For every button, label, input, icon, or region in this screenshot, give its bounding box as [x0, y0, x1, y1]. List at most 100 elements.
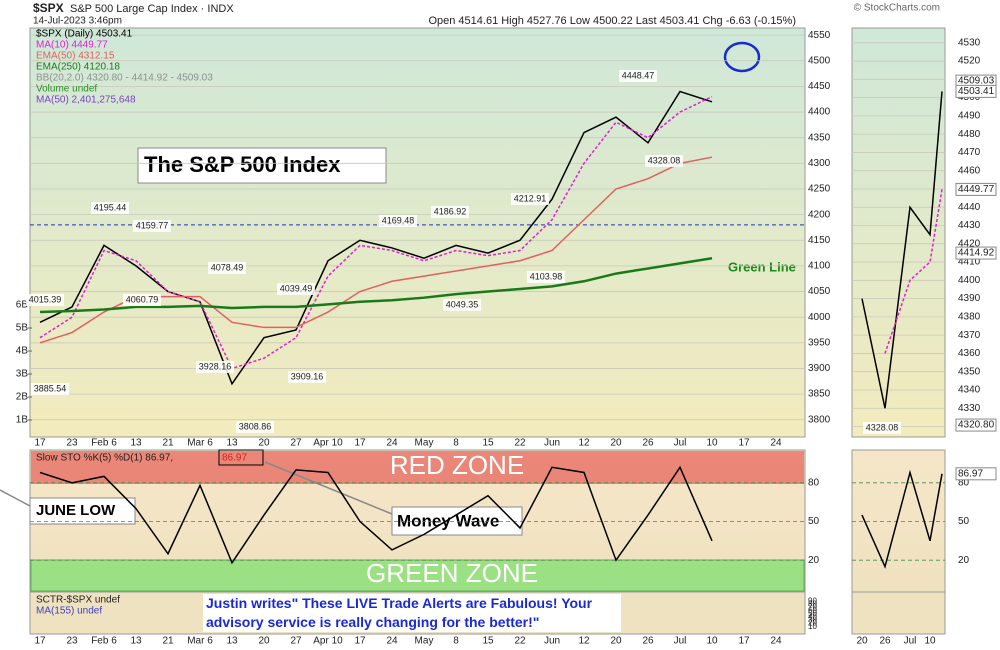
date: 14-Jul-2023 3:46pm	[33, 16, 122, 27]
x-tick-label: 24	[386, 438, 398, 449]
y-tick-label: 40	[808, 612, 817, 621]
x-tick-label: 17	[354, 438, 366, 449]
x-tick-label: 13	[130, 636, 142, 647]
chart-title: The S&P 500 Index	[144, 152, 341, 177]
x-tick-label: 8	[453, 438, 459, 449]
y-tick-label: 3900	[808, 363, 831, 374]
legend-entry: EMA(250) 4120.18	[36, 62, 120, 73]
x-tick-label: Mar 6	[187, 636, 213, 647]
level-label: 4414.92	[958, 248, 995, 259]
y-tick-label: 4490	[958, 111, 981, 122]
x-tick-label: 26	[879, 636, 891, 647]
level-box	[955, 182, 997, 196]
x-tick-label: Apr 10	[313, 636, 343, 647]
x-tick-label: Jun	[544, 636, 560, 647]
price-annotation: 3808.86	[239, 421, 272, 431]
annotation-box	[443, 299, 481, 311]
x-tick-label: 17	[34, 636, 46, 647]
arrow	[0, 489, 31, 507]
price-annotation: 3909.16	[291, 371, 324, 381]
note-box	[391, 506, 523, 536]
annotation-box	[208, 262, 246, 274]
annotation-box	[527, 271, 565, 283]
annotation-box	[511, 193, 549, 205]
level-box	[955, 246, 997, 260]
price-annotation: 4060.79	[126, 294, 159, 304]
x-tick-label: 12	[578, 636, 590, 647]
y-tick-label: 4250	[808, 184, 831, 195]
y-tick-label: 80	[808, 600, 817, 609]
x-tick-label: 21	[162, 636, 174, 647]
series-line	[861, 91, 943, 409]
annotation-box	[26, 294, 64, 306]
x-tick-label: 24	[770, 438, 782, 449]
annotation-box	[277, 283, 315, 295]
y-tick-label: 60	[808, 606, 817, 615]
green-zone	[30, 559, 805, 592]
x-tick-label: 23	[66, 636, 78, 647]
x-tick-label: Feb 6	[91, 636, 117, 647]
legend-entry: EMA(50) 4312.15	[36, 51, 115, 62]
y-tick-label: 4400	[808, 107, 831, 118]
price-annotation: 4328.08	[648, 155, 681, 165]
x-tick-label: 24	[386, 636, 398, 647]
price-annotation: 3928.16	[199, 361, 232, 371]
symbol-name: S&P 500 Large Cap Index · INDX	[70, 3, 234, 15]
x-tick-label: Mar 6	[187, 438, 213, 449]
symbol: $SPX	[33, 1, 64, 15]
y-tick-label: 90	[808, 596, 817, 605]
annotation-box	[863, 422, 901, 434]
y-tick-label: 4350	[808, 132, 831, 143]
side-panel	[851, 27, 946, 438]
annotation-box	[645, 155, 683, 167]
x-tick-label: 17	[34, 438, 46, 449]
value-box-text: 86.97	[222, 453, 247, 464]
price-annotation: 4212.91	[514, 193, 547, 203]
price-annotation: 4186.92	[434, 206, 467, 216]
level-box	[955, 84, 997, 98]
legend-entry: $SPX (Daily) 4503.41	[36, 29, 133, 40]
x-tick-label: 13	[226, 636, 238, 647]
y-tick-label: 4330	[958, 403, 981, 414]
y-tick-label: 80	[958, 477, 970, 488]
stoch-title: Slow STO %K(5) %D(1) 86.97,	[36, 453, 173, 464]
y-tick-label: 4150	[808, 235, 831, 246]
y2-tick-label: 4B	[16, 346, 29, 357]
y-tick-label: 4380	[958, 312, 981, 323]
level-label: 86.97	[958, 468, 983, 479]
side-stoch-panel	[851, 449, 946, 593]
x-tick-label: 24	[770, 636, 782, 647]
x-tick-label: 21	[162, 438, 174, 449]
note-box	[29, 497, 136, 525]
zone-label: RED ZONE	[390, 450, 524, 480]
x-tick-label: 15	[482, 636, 494, 647]
y-tick-label: 30	[808, 616, 817, 625]
sctr-legend: SCTR-$SPX undef	[36, 595, 120, 606]
x-tick-label: Jul	[674, 438, 687, 449]
x-tick-label: 20	[856, 636, 868, 647]
x-tick-label: May	[415, 636, 434, 647]
y-tick-label: 4500	[808, 55, 831, 66]
y-tick-label: 4450	[808, 81, 831, 92]
annotation-box	[196, 361, 234, 373]
x-tick-label: Jun	[544, 438, 560, 449]
line-label: Green Line	[728, 259, 796, 274]
legend-entry: MA(50) 2,401,275,648	[36, 95, 136, 106]
legend-entry: Volume undef	[36, 84, 97, 95]
x-tick-label: 27	[290, 636, 302, 647]
x-tick-label: 20	[610, 636, 622, 647]
y-tick-label: 4440	[958, 202, 981, 213]
y-tick-label: 3850	[808, 389, 831, 400]
y-tick-label: 4460	[958, 165, 981, 176]
price-annotation: 4078.49	[211, 262, 244, 272]
x-tick-label: 13	[130, 438, 142, 449]
y-tick-label: 20	[808, 619, 817, 628]
y-tick-label: 4350	[958, 366, 981, 377]
annotation-box	[619, 70, 657, 82]
x-tick-label: 17	[738, 636, 750, 647]
series-line	[39, 95, 713, 370]
annotation-box	[91, 202, 129, 214]
annotation-box	[236, 421, 274, 433]
ohlc: Open 4514.61 High 4527.76 Low 4500.22 La…	[428, 15, 796, 27]
credit: © StockCharts.com	[854, 3, 940, 14]
